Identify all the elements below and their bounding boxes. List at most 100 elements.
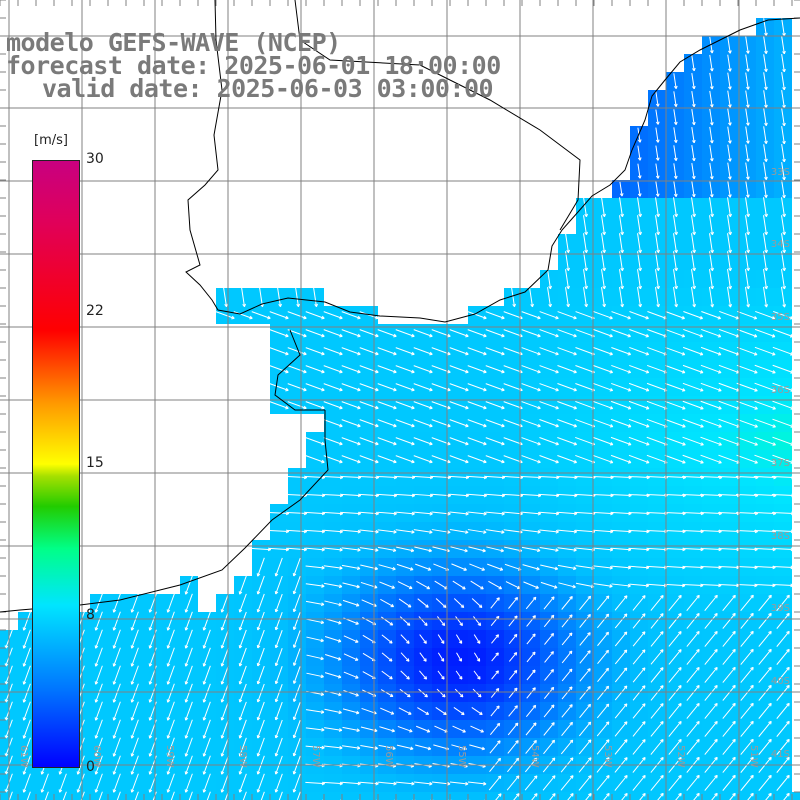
wind-arrow bbox=[781, 251, 786, 272]
wind-arrow bbox=[781, 180, 786, 199]
wind-arrow bbox=[395, 419, 415, 428]
wind-arrow bbox=[637, 215, 642, 236]
wind-arrow bbox=[637, 286, 642, 308]
lat-label: 36S bbox=[771, 385, 790, 396]
wind-arrow bbox=[593, 454, 614, 464]
wind-arrow bbox=[305, 383, 325, 392]
wind-arrow bbox=[377, 455, 397, 464]
wind-arrow bbox=[682, 436, 704, 446]
wind-arrow bbox=[745, 72, 750, 90]
wind-arrow bbox=[691, 251, 696, 272]
wind-cell bbox=[360, 792, 378, 800]
wind-arrow bbox=[745, 54, 750, 72]
wind-cell bbox=[306, 792, 324, 800]
wind-arrow bbox=[539, 329, 559, 338]
wind-arrow bbox=[359, 347, 379, 356]
wind-arrow bbox=[592, 418, 614, 428]
wind-arrow bbox=[682, 454, 704, 464]
wind-cell bbox=[504, 792, 522, 800]
wind-cell bbox=[720, 792, 738, 800]
wind-arrow bbox=[683, 328, 704, 338]
wind-arrow bbox=[763, 108, 768, 126]
wind-arrow bbox=[673, 215, 678, 236]
wind-arrow bbox=[763, 90, 768, 108]
wind-arrow bbox=[359, 383, 379, 392]
wind-arrow bbox=[467, 493, 487, 498]
wind-arrow bbox=[736, 418, 758, 428]
wind-arrow bbox=[449, 347, 469, 356]
wind-arrow bbox=[467, 329, 487, 338]
colorbar-tick-30: 30 bbox=[86, 151, 104, 167]
wind-arrow bbox=[467, 365, 487, 374]
wind-cell bbox=[36, 792, 54, 800]
wind-arrow bbox=[709, 162, 714, 180]
wind-arrow bbox=[727, 72, 732, 90]
wind-arrow bbox=[359, 455, 379, 464]
wind-arrow bbox=[305, 401, 325, 410]
wind-arrow bbox=[727, 269, 732, 290]
wind-arrow bbox=[359, 419, 379, 428]
wind-cell bbox=[288, 792, 306, 800]
wind-arrow bbox=[521, 329, 541, 338]
wind-arrow bbox=[763, 197, 768, 218]
wind-arrow bbox=[619, 269, 624, 290]
wind-arrow bbox=[269, 329, 289, 338]
wind-arrow bbox=[565, 251, 570, 272]
wind-cell bbox=[396, 792, 414, 800]
wind-arrow bbox=[781, 126, 786, 145]
wind-arrow bbox=[305, 311, 325, 320]
wind-arrow bbox=[781, 162, 786, 181]
wind-arrow bbox=[611, 311, 631, 320]
wind-arrow bbox=[377, 347, 397, 356]
wind-arrow bbox=[700, 418, 722, 428]
wind-arrow bbox=[521, 455, 541, 464]
wind-arrow bbox=[557, 347, 577, 356]
wind-arrow bbox=[737, 310, 758, 320]
wind-arrow bbox=[565, 269, 570, 290]
wind-arrow bbox=[673, 163, 678, 179]
wind-arrow bbox=[241, 287, 246, 308]
wind-arrow bbox=[413, 437, 433, 446]
wind-arrow bbox=[727, 144, 732, 162]
wind-arrow bbox=[673, 251, 678, 272]
wind-arrow bbox=[763, 233, 768, 254]
wind-arrow bbox=[557, 383, 577, 392]
wind-arrow bbox=[754, 436, 776, 446]
wind-cell bbox=[72, 792, 90, 800]
wind-arrow bbox=[708, 286, 715, 308]
wind-arrow bbox=[700, 400, 722, 410]
wind-arrow bbox=[673, 145, 678, 161]
wind-arrow bbox=[377, 365, 397, 374]
wind-arrow bbox=[601, 251, 606, 272]
wind-arrow bbox=[485, 311, 505, 320]
wind-arrow bbox=[691, 215, 696, 236]
wind-arrow bbox=[341, 329, 361, 338]
wind-arrow bbox=[690, 286, 697, 308]
wind-arrow bbox=[251, 311, 271, 320]
wind-cell bbox=[594, 792, 612, 800]
wind-arrow bbox=[377, 419, 397, 428]
wind-arrow bbox=[557, 419, 578, 428]
wind-cell bbox=[432, 792, 450, 800]
wind-arrow bbox=[727, 197, 732, 218]
wind-arrow bbox=[521, 401, 541, 410]
wind-arrow bbox=[593, 365, 614, 374]
wind-arrow bbox=[413, 419, 433, 428]
wind-cell bbox=[216, 792, 234, 800]
wind-arrow bbox=[665, 346, 686, 356]
wind-arrow bbox=[485, 347, 505, 356]
wind-arrow bbox=[521, 383, 541, 392]
wind-arrow bbox=[413, 383, 433, 392]
wind-arrow bbox=[727, 180, 732, 198]
wind-arrow bbox=[673, 91, 678, 107]
wind-arrow bbox=[665, 328, 686, 338]
wind-arrow bbox=[341, 311, 361, 320]
colorbar-tick-8: 8 bbox=[86, 607, 95, 623]
wind-arrow bbox=[467, 311, 487, 320]
wind-arrow bbox=[754, 346, 776, 356]
wind-arrow bbox=[754, 400, 776, 410]
wind-arrow bbox=[323, 347, 343, 356]
wind-cell bbox=[486, 792, 504, 800]
wind-arrow bbox=[736, 436, 758, 446]
wind-arrow bbox=[709, 54, 714, 72]
